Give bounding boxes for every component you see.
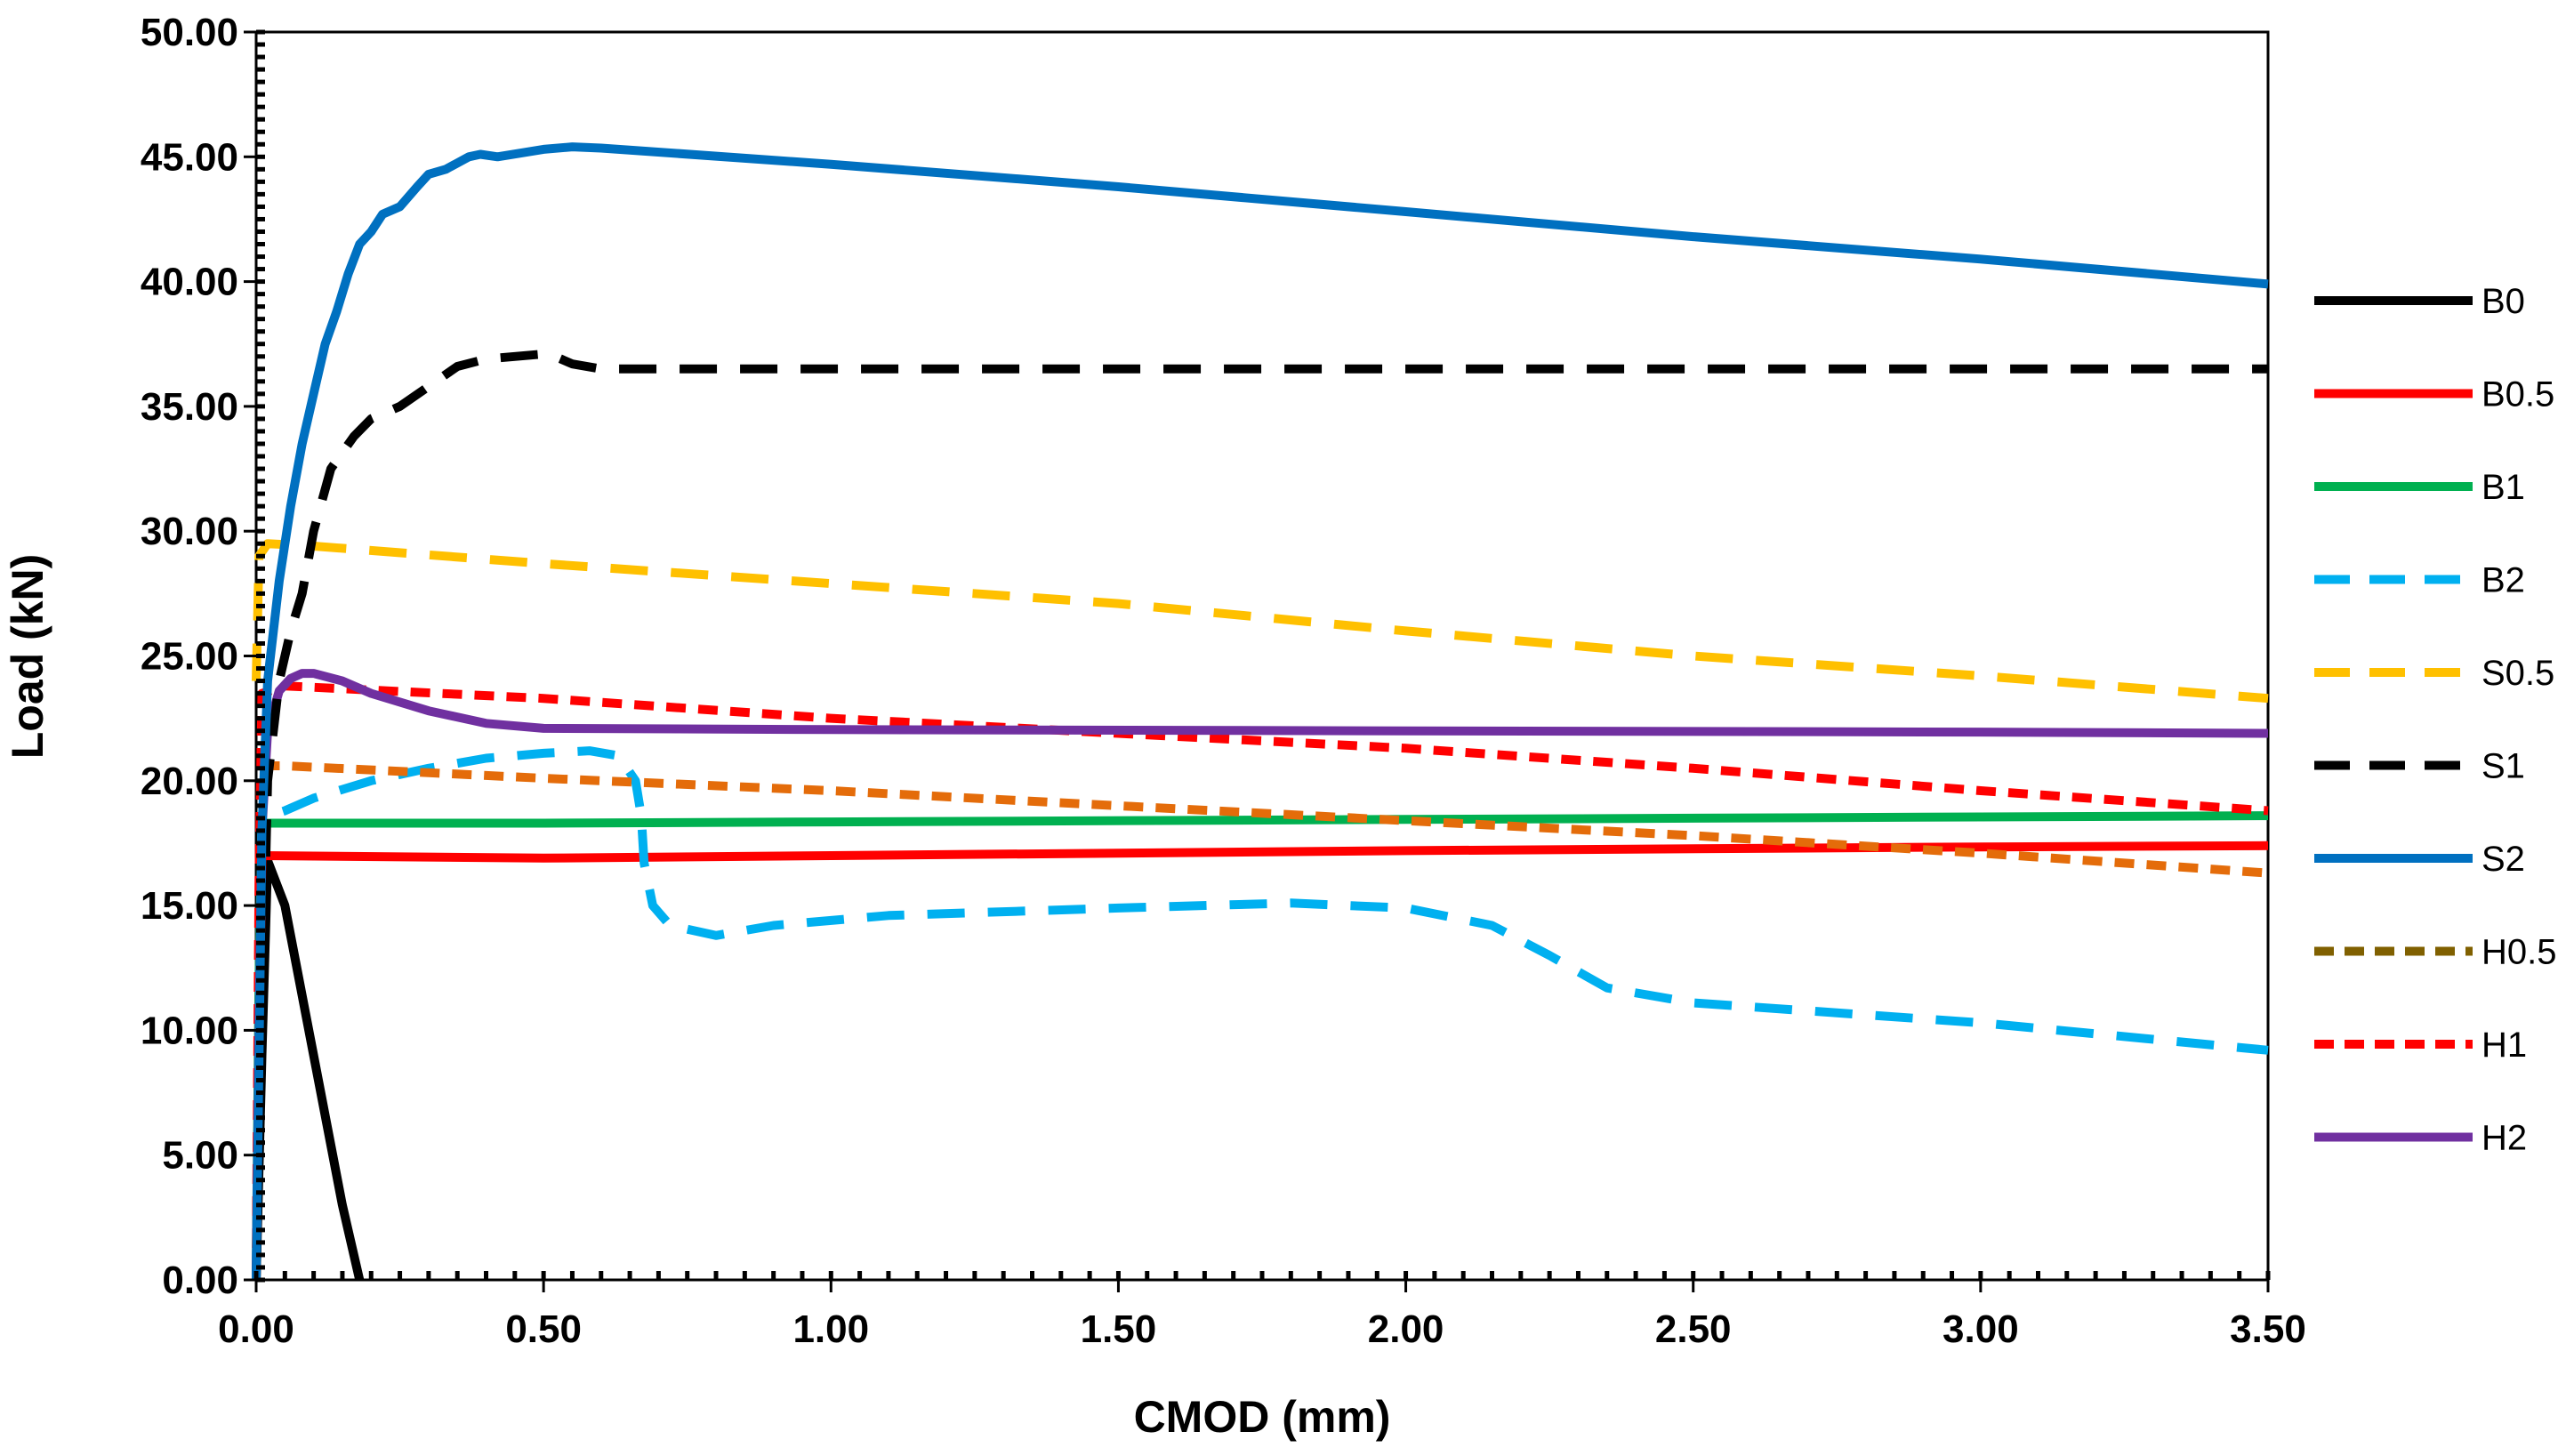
y-tick-label: 40.00	[141, 261, 238, 304]
x-tick-label: 2.00	[1368, 1307, 1444, 1351]
x-tick-label: 1.00	[792, 1307, 869, 1351]
series-line-S0.5	[252, 539, 2269, 704]
legend-label: H2	[2481, 1119, 2527, 1158]
y-tick-label: 50.00	[141, 11, 238, 54]
y-tick-label: 45.00	[141, 135, 238, 179]
x-tick-label: 3.50	[2230, 1307, 2306, 1351]
y-tick-label: 25.00	[141, 635, 238, 679]
series-line-S2	[252, 142, 2269, 1281]
series-line-S1	[252, 350, 2268, 1281]
x-tick-label: 0.50	[505, 1307, 582, 1351]
legend-label: H0.5	[2481, 933, 2557, 972]
legend-label: B2	[2481, 561, 2525, 600]
y-tick-label: 20.00	[141, 760, 238, 803]
x-tick-label: 0.00	[218, 1307, 294, 1351]
series-line-B2	[252, 746, 2269, 1281]
axes-layer: 0.00 0.50 1.00 1.50 2.00 2.50 3.00 3.50 0.00 5.00…	[141, 11, 2306, 1351]
y-tick-label: 15.00	[141, 884, 238, 928]
legend-label: B1	[2481, 468, 2525, 507]
x-axis-title: CMOD (mm)	[1134, 1392, 1391, 1442]
y-tick-label: 30.00	[141, 510, 238, 553]
y-tick-label: 35.00	[141, 385, 238, 429]
y-tick-label: 5.00	[162, 1134, 238, 1178]
legend-label: B0.5	[2481, 375, 2554, 414]
legend-label: B0	[2481, 282, 2525, 321]
legend-label: S1	[2481, 747, 2525, 786]
y-axis-title: Load (kN)	[3, 554, 52, 760]
y-tick-label: 0.00	[162, 1259, 238, 1302]
x-tick-label: 1.50	[1081, 1307, 1157, 1351]
legend-label: H1	[2481, 1026, 2527, 1065]
legend-label: S0.5	[2481, 654, 2554, 693]
x-tick-label: 3.00	[1943, 1307, 2019, 1351]
legend: B0 B0.5 B1 B2 S0.5 S1 S2 H0.5 H1 H2	[2314, 282, 2557, 1158]
x-tick-label: 2.50	[1655, 1307, 1732, 1351]
plot-area	[254, 30, 2270, 1282]
y-tick-label: 10.00	[141, 1009, 238, 1052]
legend-label: S2	[2481, 840, 2525, 879]
